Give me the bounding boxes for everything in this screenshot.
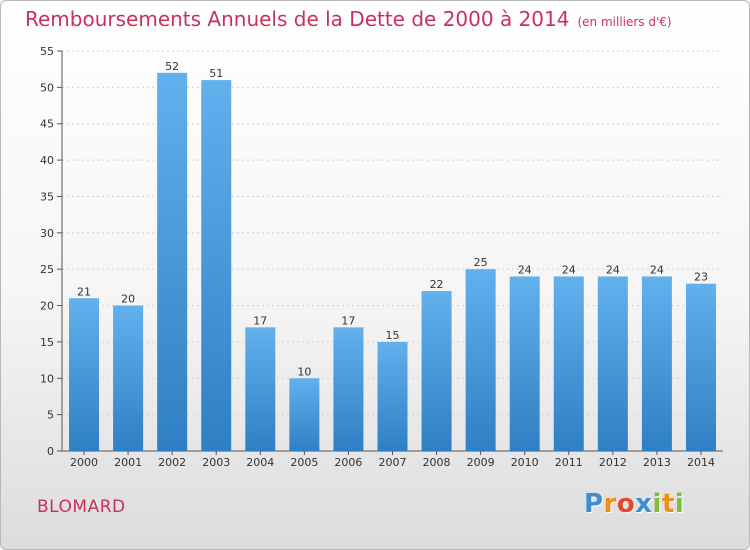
commune-name: BLOMARD (37, 497, 126, 517)
x-tick-label: 2014 (687, 456, 715, 469)
data-label: 20 (121, 293, 135, 306)
data-label: 51 (209, 67, 223, 80)
x-tick-label: 2001 (114, 456, 142, 469)
x-tick-label: 2009 (467, 456, 495, 469)
data-label: 24 (606, 263, 620, 276)
logo-letter: x (635, 489, 653, 519)
bar (597, 276, 628, 451)
logo-letter: i (652, 489, 662, 519)
y-tick-label: 20 (40, 300, 54, 313)
data-label: 24 (518, 263, 532, 276)
bar (509, 276, 540, 451)
data-label: 17 (341, 314, 355, 327)
proxiti-logo: Proxiti (584, 489, 684, 519)
data-label: 52 (165, 60, 179, 73)
bar (465, 269, 496, 451)
data-label: 24 (562, 263, 576, 276)
x-tick-label: 2013 (643, 456, 671, 469)
logo-letter: r (603, 489, 617, 519)
x-tick-label: 2011 (555, 456, 583, 469)
data-label: 24 (650, 263, 664, 276)
y-tick-label: 50 (40, 81, 54, 94)
y-tick-label: 25 (40, 263, 54, 276)
bar (421, 291, 452, 451)
bar (201, 80, 232, 451)
y-tick-label: 45 (40, 118, 54, 131)
x-tick-label: 2006 (334, 456, 362, 469)
logo-letter: t (661, 489, 675, 519)
y-tick-label: 55 (40, 45, 54, 58)
y-tick-label: 10 (40, 372, 54, 385)
bar (69, 298, 100, 451)
data-label: 25 (474, 256, 488, 269)
bar (553, 276, 584, 451)
x-tick-label: 2005 (290, 456, 318, 469)
bar (685, 283, 716, 451)
data-label: 23 (694, 271, 708, 284)
x-tick-label: 2007 (379, 456, 407, 469)
y-tick-label: 30 (40, 227, 54, 240)
y-tick-label: 5 (47, 409, 54, 422)
data-label: 21 (77, 285, 91, 298)
bar (641, 276, 672, 451)
data-label: 10 (297, 365, 311, 378)
x-tick-label: 2008 (423, 456, 451, 469)
y-tick-label: 15 (40, 336, 54, 349)
y-tick-label: 0 (47, 445, 54, 458)
bar (289, 378, 320, 451)
x-tick-label: 2004 (246, 456, 274, 469)
logo-letter: i (674, 489, 685, 519)
bar (245, 327, 276, 451)
chart-title: Remboursements Annuels de la Dette de 20… (25, 7, 672, 31)
logo-letter: P (584, 489, 604, 519)
data-label: 17 (253, 314, 267, 327)
chart-title-text: Remboursements Annuels de la Dette de 20… (25, 7, 570, 31)
chart-subtitle: (en milliers d'€) (577, 15, 672, 29)
logo-letter: o (616, 489, 636, 519)
x-tick-label: 2010 (511, 456, 539, 469)
y-tick-label: 40 (40, 154, 54, 167)
y-tick-label: 35 (40, 190, 54, 203)
bar (113, 305, 144, 451)
x-tick-label: 2012 (599, 456, 627, 469)
bar (333, 327, 364, 451)
bar (377, 341, 408, 451)
x-tick-label: 2003 (202, 456, 230, 469)
data-label: 15 (386, 329, 400, 342)
x-tick-label: 2002 (158, 456, 186, 469)
bar (157, 72, 188, 452)
data-label: 22 (430, 278, 444, 291)
x-tick-label: 2000 (70, 456, 98, 469)
